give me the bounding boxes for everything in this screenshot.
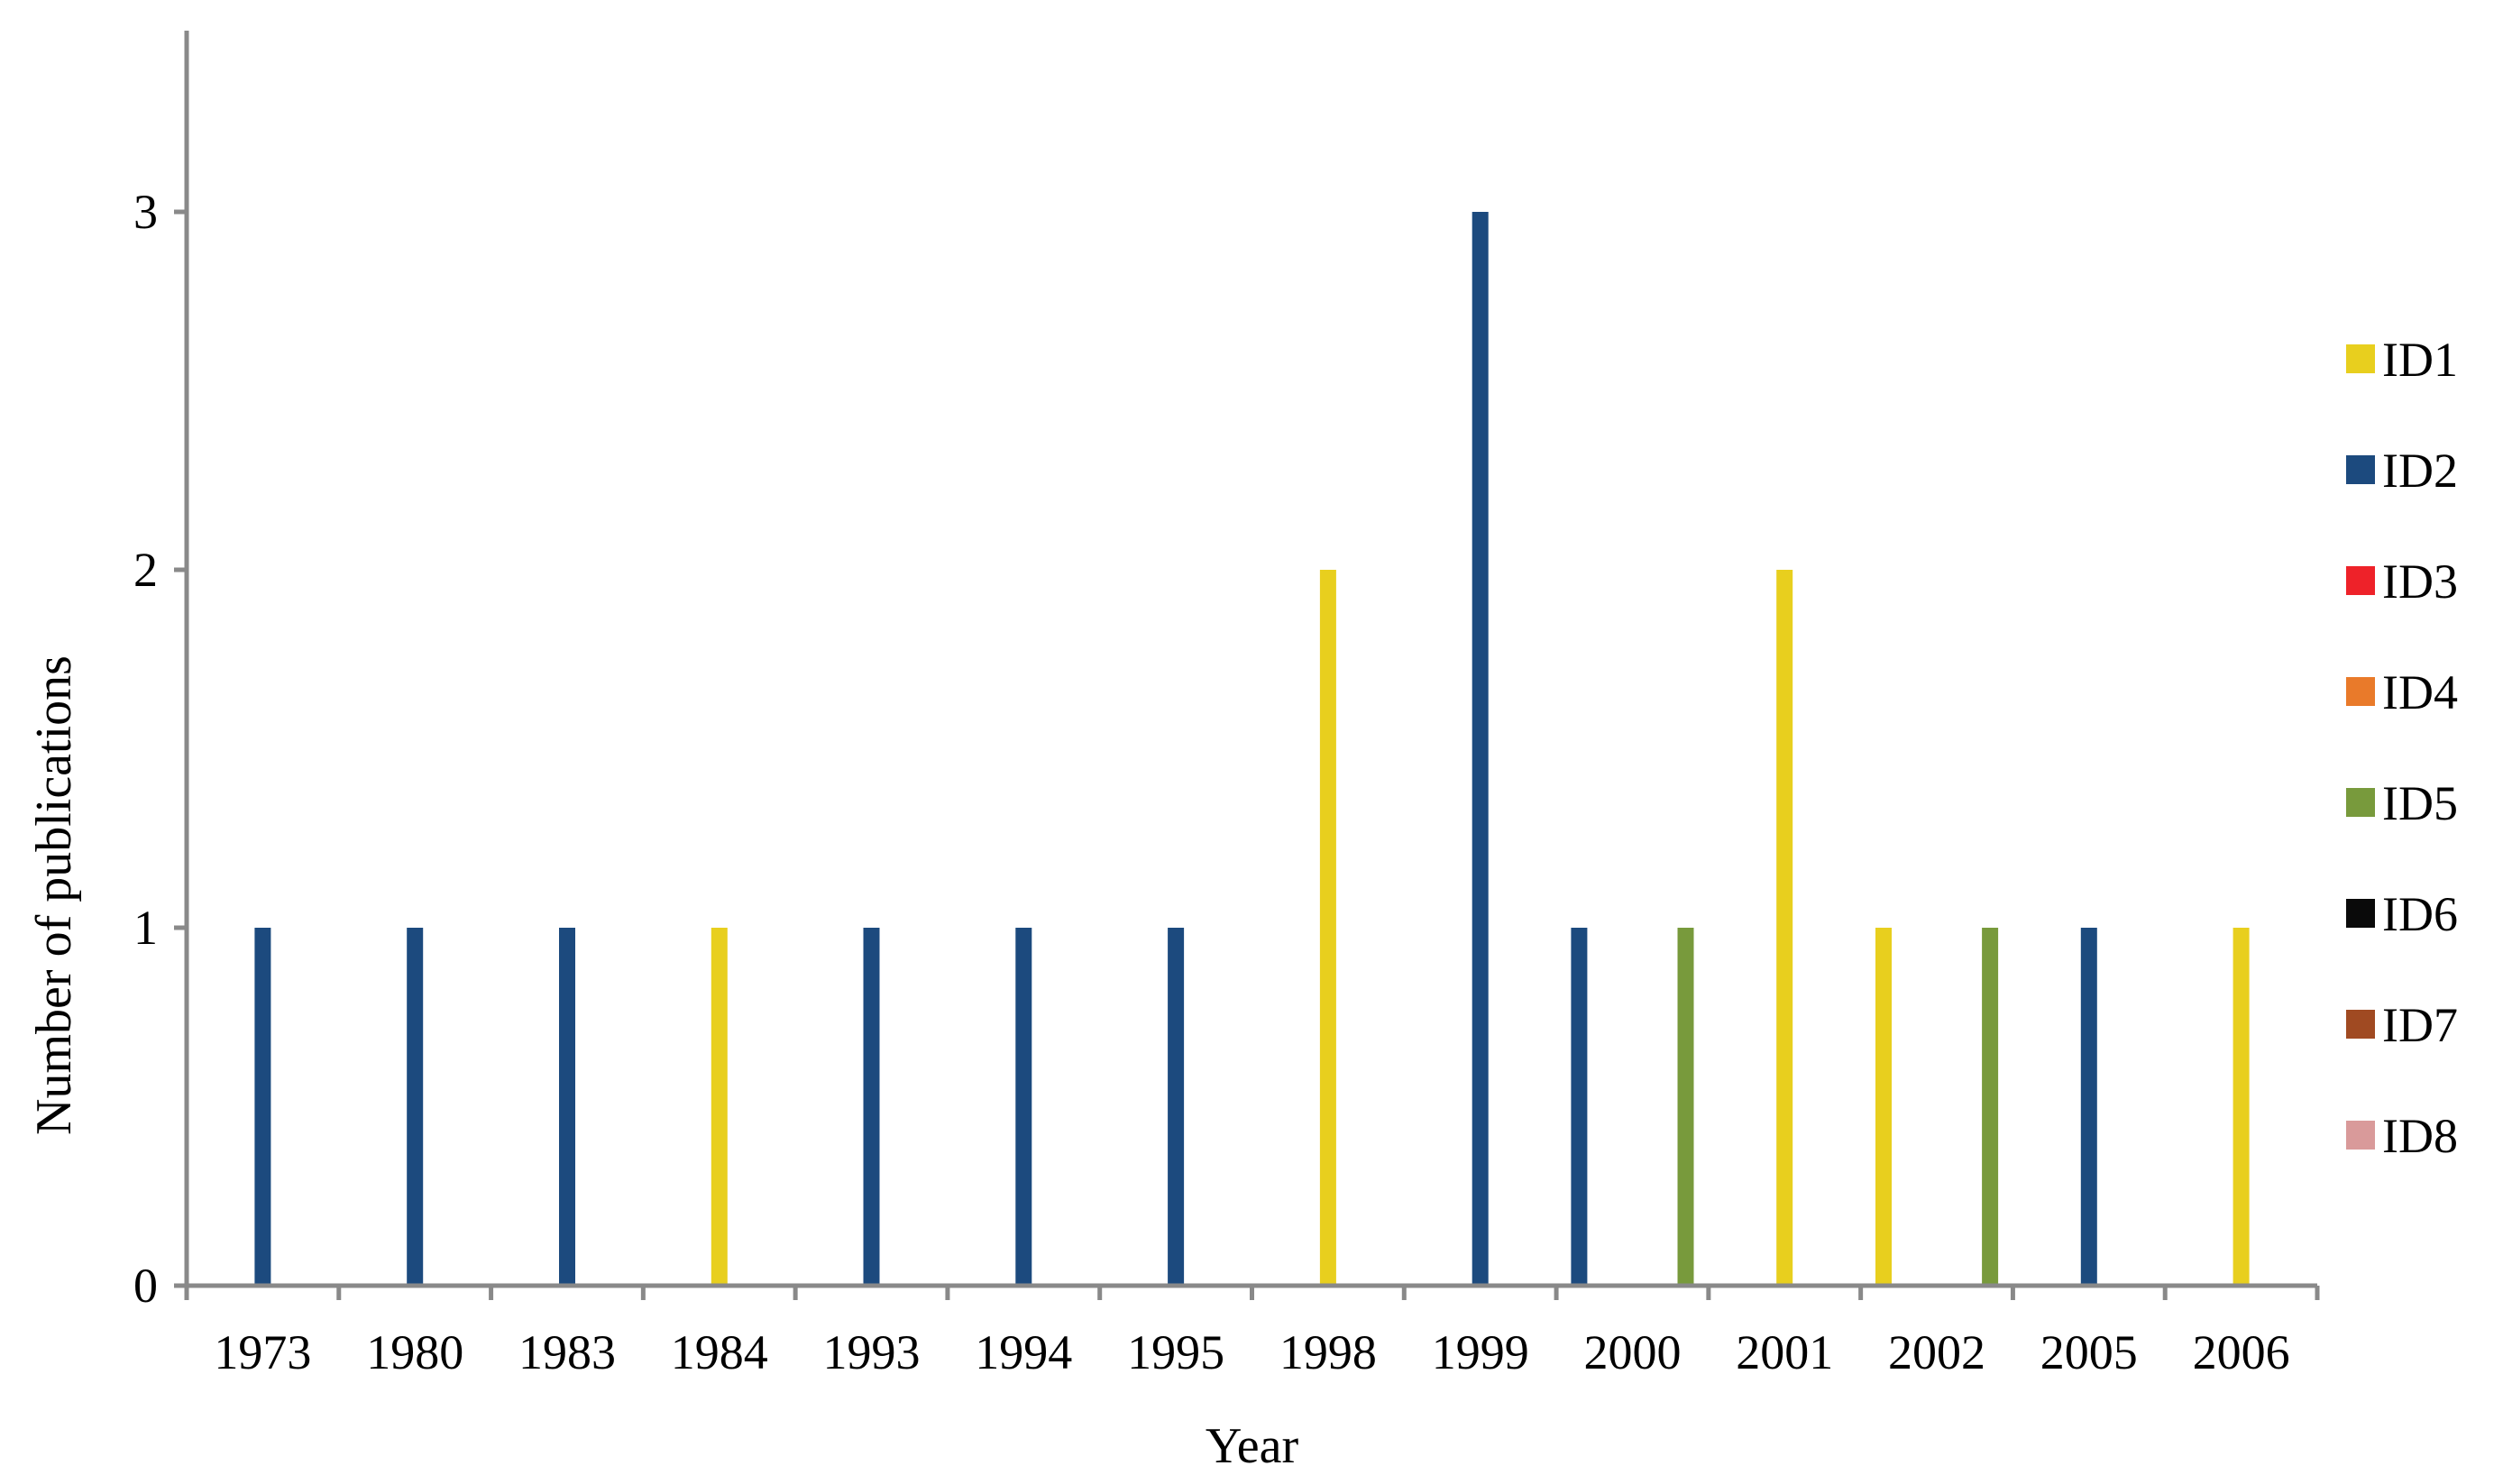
bar-id5-2002 — [1982, 928, 1999, 1286]
legend: ID1 ID2 ID3 ID4 ID5 ID6 ID7 ID8 — [2346, 333, 2458, 1163]
bar-id2-1973 — [254, 928, 271, 1286]
bar-id5-2000 — [1677, 928, 1694, 1286]
bars-layer — [254, 212, 2250, 1286]
x-tick-label: 1994 — [975, 1325, 1072, 1379]
bar-id2-1999 — [1472, 212, 1489, 1286]
x-tick-label: 1995 — [1127, 1325, 1224, 1379]
bar-id1-2002 — [1875, 928, 1892, 1286]
x-tick-label: 2000 — [1584, 1325, 1682, 1379]
legend-label-id8: ID8 — [2382, 1109, 2458, 1163]
legend-label-id1: ID1 — [2382, 333, 2458, 387]
bar-id2-1993 — [863, 928, 880, 1286]
x-tick-labels: 1973 1980 1983 1984 1993 1994 1995 1998 1999 2000… — [214, 1325, 2289, 1379]
legend-swatch-id4 — [2346, 677, 2375, 706]
bar-id1-1984 — [711, 928, 728, 1286]
legend-swatch-id2 — [2346, 455, 2375, 484]
bar-id2-1995 — [1168, 928, 1185, 1286]
bar-id2-2000 — [1571, 928, 1588, 1286]
x-tick-label: 2001 — [1736, 1325, 1833, 1379]
bar-id2-1983 — [559, 928, 575, 1286]
y-tick-label: 0 — [133, 1259, 158, 1313]
y-tick-label: 3 — [133, 185, 158, 239]
x-tick-label: 2005 — [2040, 1325, 2138, 1379]
y-axis-title: Number of publications — [26, 655, 82, 1135]
x-tick-label: 1999 — [1432, 1325, 1529, 1379]
x-tick-label: 1973 — [214, 1325, 311, 1379]
x-tick-label: 1993 — [823, 1325, 921, 1379]
legend-label-id6: ID6 — [2382, 887, 2458, 941]
legend-swatch-id5 — [2346, 788, 2375, 817]
legend-swatch-id7 — [2346, 1010, 2375, 1039]
legend-label-id3: ID3 — [2382, 554, 2458, 609]
bar-id2-1980 — [407, 928, 424, 1286]
x-tick-label: 1980 — [366, 1325, 463, 1379]
y-tick-label: 1 — [133, 901, 158, 955]
legend-swatch-id8 — [2346, 1121, 2375, 1150]
legend-label-id2: ID2 — [2382, 444, 2458, 498]
x-axis-title: Year — [1206, 1418, 1299, 1474]
bar-id2-1994 — [1015, 928, 1032, 1286]
y-tick-labels: 0 1 2 3 — [133, 185, 158, 1313]
x-tick-label: 1998 — [1279, 1325, 1377, 1379]
legend-swatch-id1 — [2346, 344, 2375, 373]
x-tick-label: 1984 — [671, 1325, 768, 1379]
bar-id1-1998 — [1319, 570, 1336, 1286]
x-tick-label: 2006 — [2193, 1325, 2290, 1379]
legend-swatch-id3 — [2346, 566, 2375, 595]
axes-layer — [174, 31, 2320, 1300]
bar-id1-2006 — [2233, 928, 2250, 1286]
legend-label-id4: ID4 — [2382, 665, 2458, 719]
legend-label-id7: ID7 — [2382, 998, 2458, 1052]
y-tick-label: 2 — [133, 543, 158, 597]
bar-id1-2001 — [1776, 570, 1793, 1286]
bar-id2-2005 — [2080, 928, 2097, 1286]
x-tick-label: 1983 — [518, 1325, 616, 1379]
legend-label-id5: ID5 — [2382, 776, 2458, 830]
legend-swatch-id6 — [2346, 899, 2375, 928]
x-tick-label: 2002 — [1888, 1325, 1985, 1379]
